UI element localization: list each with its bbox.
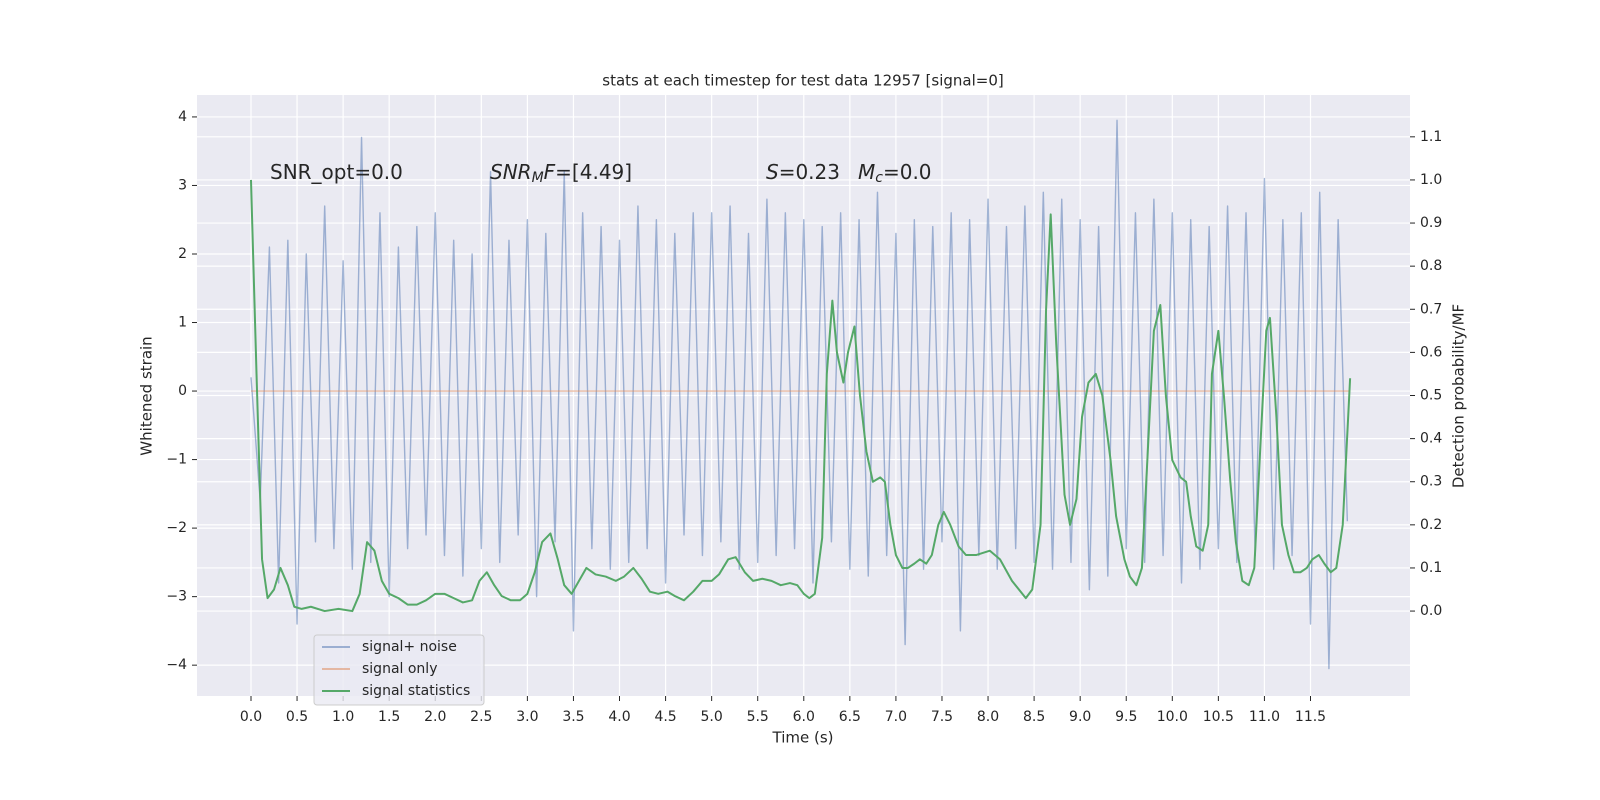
annotation-part: c bbox=[875, 170, 883, 186]
axes: 0.0 0.5 1.0 1.5 2.0 2.5 3.0 3.5 4.0 4.5 5.0 5.5 6.0 6… bbox=[166, 109, 1442, 725]
y2-tick-label: 1.0 bbox=[1420, 172, 1442, 188]
x-tick-label: 2.0 bbox=[424, 709, 446, 725]
x-tick-label: 4.0 bbox=[608, 709, 630, 725]
annotation-part: M bbox=[532, 170, 544, 186]
annotations: SNR_opt=0.0 SNRMF=[4.49] S=0.23 Mc=0.0 bbox=[270, 160, 932, 187]
annotation-part: M bbox=[858, 160, 875, 184]
y-tick-label: 3 bbox=[178, 177, 187, 193]
x-tick-label: 6.0 bbox=[793, 709, 815, 725]
annotation-part: SNR_opt=0.0 bbox=[270, 160, 403, 184]
series-line bbox=[250, 119, 1349, 670]
x-tick-label: 8.5 bbox=[1023, 709, 1045, 725]
y2-tick-label: 0.4 bbox=[1420, 431, 1442, 447]
y-tick-label: −4 bbox=[166, 657, 187, 673]
x-tick-label: 11.5 bbox=[1295, 709, 1326, 725]
x-tick-label: 6.5 bbox=[839, 709, 861, 725]
x-tick-label: 10.0 bbox=[1157, 709, 1188, 725]
legend-box bbox=[313, 634, 485, 706]
legend-label: signal statistics bbox=[362, 683, 470, 699]
legend-label: signal only bbox=[362, 661, 437, 677]
annotation-part: =0.23 bbox=[779, 160, 840, 184]
y-tick-label: 2 bbox=[178, 246, 187, 262]
y-tick-label: −1 bbox=[166, 452, 187, 468]
x-tick-label: 0.5 bbox=[286, 709, 308, 725]
y-tick-label: −2 bbox=[166, 520, 187, 536]
y2-tick-label: 1.1 bbox=[1420, 129, 1442, 145]
y-tick-label: 0 bbox=[178, 383, 187, 399]
x-tick-label: 9.0 bbox=[1069, 709, 1091, 725]
x-tick-label: 8.0 bbox=[977, 709, 999, 725]
y2-tick-label: 0.1 bbox=[1420, 560, 1442, 576]
x-tick-label: 9.5 bbox=[1115, 709, 1137, 725]
x-tick-label: 11.0 bbox=[1249, 709, 1280, 725]
y-tick-label: 1 bbox=[178, 315, 187, 331]
annotation: S=0.23 bbox=[766, 160, 840, 184]
x-tick-label: 2.5 bbox=[470, 709, 492, 725]
y2-tick-label: 0.2 bbox=[1420, 517, 1442, 533]
x-tick-label: 1.5 bbox=[378, 709, 400, 725]
x-tick-label: 10.5 bbox=[1203, 709, 1234, 725]
annotation: SNRMF=[4.49] bbox=[490, 160, 632, 187]
annotation: SNR_opt=0.0 bbox=[270, 160, 403, 184]
x-axis-label: Time (s) bbox=[772, 729, 834, 747]
x-tick-label: 5.0 bbox=[701, 709, 723, 725]
y2-tick-label: 0.3 bbox=[1420, 474, 1442, 490]
y-tick-label: 4 bbox=[178, 109, 187, 125]
annotation-part: =[4.49] bbox=[555, 160, 632, 184]
x-tick-label: 1.0 bbox=[332, 709, 354, 725]
y-axis-label: Whitened strain bbox=[138, 336, 156, 455]
x-tick-label: 3.0 bbox=[516, 709, 538, 725]
y2-axis-label: Detection probability/MF bbox=[1450, 304, 1468, 488]
x-tick-label: 3.5 bbox=[562, 709, 584, 725]
annotation: Mc=0.0 bbox=[858, 160, 932, 187]
y2-tick-label: 0.7 bbox=[1420, 301, 1442, 317]
y2-tick-label: 0.9 bbox=[1420, 215, 1442, 231]
annotation-part: SNR bbox=[490, 160, 532, 184]
y2-tick-label: 0.5 bbox=[1420, 388, 1442, 404]
legend: signal+ noise signal only signal statistic… bbox=[313, 634, 485, 706]
chart-title: stats at each timestep for test data 129… bbox=[602, 72, 1003, 90]
annotation-part: =0.0 bbox=[883, 160, 932, 184]
y-tick-label: −3 bbox=[166, 589, 187, 605]
y2-tick-label: 0.8 bbox=[1420, 258, 1442, 274]
legend-label: signal+ noise bbox=[362, 639, 457, 655]
marks bbox=[249, 119, 1352, 670]
x-tick-label: 7.5 bbox=[931, 709, 953, 725]
x-tick-label: 5.5 bbox=[747, 709, 769, 725]
x-tick-label: 4.5 bbox=[654, 709, 676, 725]
series-line bbox=[249, 179, 1352, 613]
x-tick-label: 7.0 bbox=[885, 709, 907, 725]
y2-tick-label: 0.0 bbox=[1420, 603, 1442, 619]
annotation-part: F bbox=[544, 160, 556, 184]
annotation-part: S bbox=[766, 160, 779, 184]
y2-tick-label: 0.6 bbox=[1420, 344, 1442, 360]
x-tick-label: 0.0 bbox=[240, 709, 262, 725]
